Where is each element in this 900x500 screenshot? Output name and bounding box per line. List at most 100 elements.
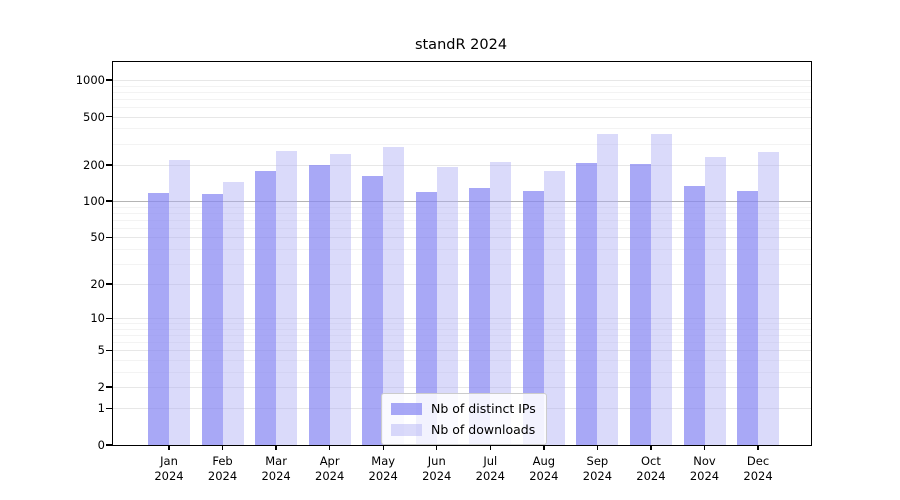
bar-distinct-ips-jul (469, 187, 491, 445)
major-gridline (113, 116, 811, 118)
legend-label-distinct-ips: Nb of distinct IPs (431, 401, 536, 416)
bar-distinct-ips-sep (576, 163, 598, 445)
x-axis-tick (328, 445, 331, 450)
bar-downloads-dec (758, 152, 780, 445)
y-axis-tick-label: 5 (97, 343, 105, 358)
bar-downloads-may (383, 146, 405, 445)
y-axis-tick (106, 236, 112, 238)
x-axis-tick-label-jul: Jul 2024 (475, 454, 505, 483)
legend: Nb of distinct IPs Nb of downloads (381, 393, 547, 445)
y-axis-tick (106, 407, 112, 410)
major-gridline (113, 386, 811, 388)
bar-downloads-apr (329, 153, 351, 445)
minor-gridline (113, 212, 811, 214)
y-axis-tick (106, 444, 112, 446)
x-axis-tick (221, 445, 224, 450)
x-axis-tick-label-may: May 2024 (368, 454, 398, 483)
bar-downloads-sep (597, 133, 619, 445)
minor-gridline (113, 106, 811, 108)
x-axis-tick (596, 445, 599, 450)
bar-distinct-ips-jun (415, 192, 437, 445)
chart-title: standR 2024 (414, 37, 508, 53)
major-gridline (113, 164, 811, 166)
bar-distinct-ips-may (362, 175, 384, 445)
y-axis-tick-label: 200 (83, 157, 105, 172)
major-gridline (113, 318, 811, 320)
x-axis-tick-label-mar: Mar 2024 (261, 454, 291, 483)
x-axis-tick-label-apr: Apr 2024 (315, 454, 345, 483)
x-axis-tick (489, 445, 491, 450)
minor-gridline (113, 98, 811, 100)
y-axis-tick (106, 317, 112, 319)
x-axis-tick-label-oct: Oct 2024 (636, 454, 666, 483)
x-axis-tick (703, 445, 706, 450)
minor-gridline (113, 91, 811, 93)
x-axis-tick-label-jan: Jan 2024 (154, 454, 184, 483)
x-axis-tick (650, 445, 652, 450)
y-axis-tick (106, 115, 112, 118)
y-axis-tick-label: 10 (90, 311, 105, 326)
legend-row-downloads: Nb of downloads (391, 422, 536, 437)
bar-downloads-nov (704, 157, 726, 445)
minor-gridline (113, 206, 811, 208)
y-axis-tick (106, 283, 112, 285)
minor-gridline (113, 359, 811, 361)
bar-downloads-oct (650, 133, 672, 445)
major-gridline (113, 201, 811, 203)
x-axis-tick-label-sep: Sep 2024 (582, 454, 613, 483)
x-axis-tick (436, 445, 438, 450)
y-axis-tick-label: 1000 (75, 73, 105, 88)
bar-distinct-ips-mar (255, 170, 277, 445)
major-gridline (113, 237, 811, 239)
minor-gridline (113, 328, 811, 330)
y-axis-tick-label: 100 (83, 194, 105, 209)
bar-distinct-ips-feb (201, 194, 223, 445)
minor-gridline (113, 85, 811, 87)
bar-distinct-ips-jan (148, 193, 169, 445)
y-axis-tick-label: 20 (90, 277, 105, 292)
minor-gridline (113, 323, 811, 325)
x-axis-tick-label-dec: Dec 2024 (743, 454, 773, 483)
y-axis-tick (106, 349, 112, 352)
bar-distinct-ips-apr (308, 165, 330, 445)
y-axis-tick-label: 50 (90, 230, 105, 245)
legend-row-distinct-ips: Nb of distinct IPs (391, 401, 536, 416)
minor-gridline (113, 227, 811, 229)
bar-downloads-jan (169, 160, 190, 445)
x-axis-tick-label-nov: Nov 2024 (689, 454, 720, 483)
bar-distinct-ips-dec (737, 190, 759, 445)
x-axis-tick (382, 445, 384, 450)
y-axis-tick-label: 2 (97, 379, 105, 394)
legend-label-downloads: Nb of downloads (431, 422, 536, 437)
y-axis-tick (106, 200, 112, 202)
downloads-swatch (391, 423, 422, 436)
minor-gridline (113, 263, 811, 265)
bar-downloads-jul (490, 162, 512, 445)
y-axis-tick-label: 500 (83, 109, 105, 124)
y-axis-tick (106, 386, 112, 388)
plot-area: Nb of distinct IPs Nb of downloads 0 1 2 5 1… (76, 61, 812, 483)
y-axis-tick-label: 0 (97, 438, 105, 452)
x-axis-tick-label-feb: Feb 2024 (207, 454, 238, 483)
bar-downloads-mar (276, 151, 298, 445)
y-axis-tick (106, 164, 112, 166)
minor-gridline (113, 143, 811, 145)
bar-distinct-ips-aug (522, 190, 544, 445)
bar-distinct-ips-oct (629, 164, 651, 445)
distinct-ips-swatch (391, 402, 422, 415)
minor-gridline (113, 371, 811, 373)
minor-gridline (113, 248, 811, 250)
y-axis-tick-label: 1 (97, 401, 105, 416)
minor-gridline (113, 128, 811, 130)
bar-downloads-jun (436, 166, 458, 445)
x-axis-tick (757, 445, 759, 450)
x-axis-tick (168, 445, 170, 450)
major-gridline (113, 284, 811, 286)
bar-distinct-ips-nov (683, 185, 705, 445)
minor-gridline (113, 335, 811, 337)
minor-gridline (113, 219, 811, 221)
bar-downloads-feb (222, 181, 244, 445)
x-axis-tick-label-aug: Aug 2024 (529, 454, 559, 483)
x-axis-tick (275, 445, 277, 450)
